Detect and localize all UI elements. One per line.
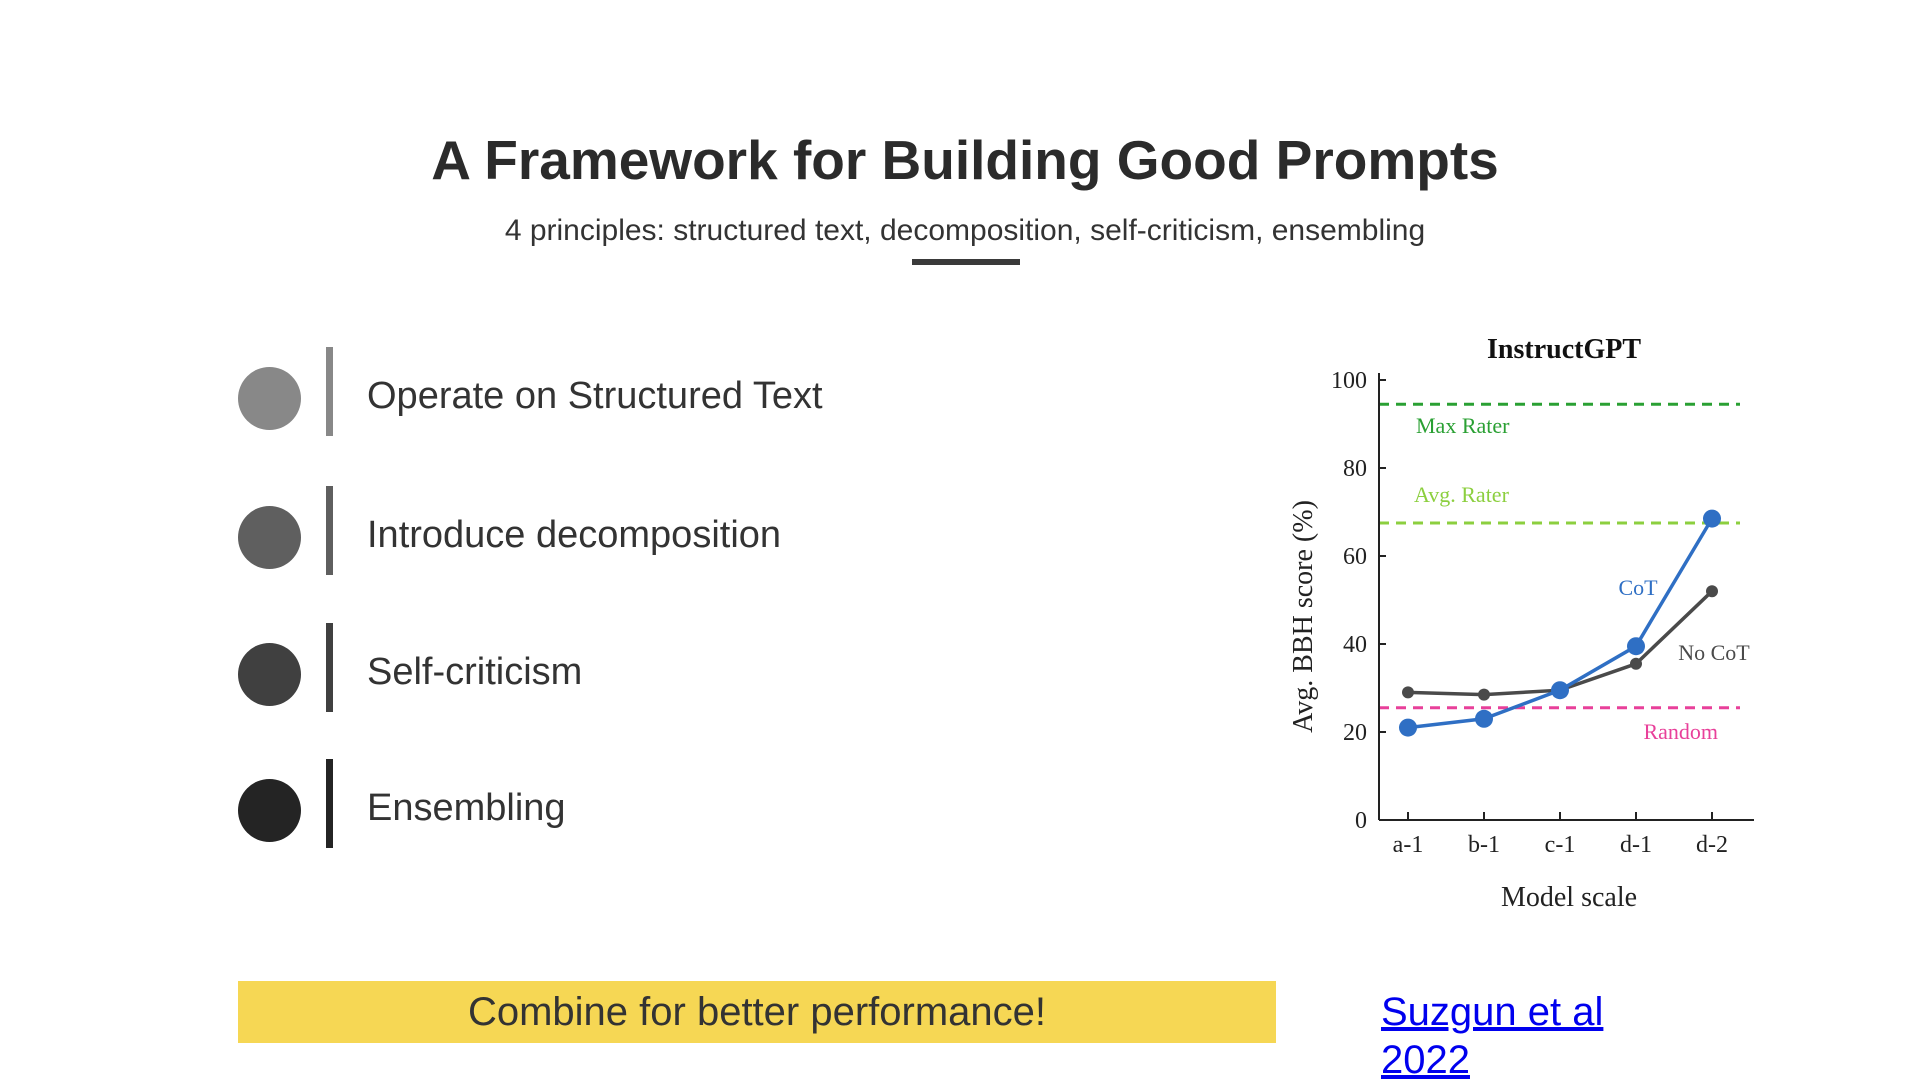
x-tick-label: a-1 xyxy=(1393,832,1424,858)
reference-line-label: Max Rater xyxy=(1416,413,1510,438)
bbh-line-chart: InstructGPT Max Rater Avg. Rater Random 0 20 4… xyxy=(1288,334,1754,913)
y-axis-label: Avg. BBH score (%) xyxy=(1288,500,1319,733)
y-tick-label: 80 xyxy=(1343,456,1367,482)
y-tick-label: 0 xyxy=(1355,808,1367,834)
y-tick-label: 40 xyxy=(1343,632,1367,658)
x-tick-label: b-1 xyxy=(1468,832,1500,858)
callout-text: Combine for better performance! xyxy=(467,990,1047,1034)
principle-item: Operate on Structured Text xyxy=(238,347,998,437)
principle-label: Operate on Structured Text xyxy=(367,375,823,417)
principle-dot-icon xyxy=(238,506,301,569)
data-point xyxy=(1402,686,1414,699)
callout-banner: Combine for better performance! xyxy=(238,981,1276,1043)
data-point xyxy=(1475,709,1493,728)
series-label: No CoT xyxy=(1678,640,1750,665)
slide-subtitle: 4 principles: structured text, decomposi… xyxy=(504,214,1426,247)
data-point xyxy=(1703,509,1721,528)
data-point xyxy=(1399,718,1417,737)
y-tick-label: 100 xyxy=(1331,368,1367,394)
chart-title: InstructGPT xyxy=(1487,334,1641,365)
data-point xyxy=(1627,637,1645,656)
y-tick-label: 60 xyxy=(1343,544,1367,570)
principle-item: Introduce decomposition xyxy=(238,486,998,576)
principle-dot-icon xyxy=(238,643,301,706)
title-underline xyxy=(912,259,1020,265)
y-tick-label: 20 xyxy=(1343,720,1367,746)
x-tick-label: c-1 xyxy=(1545,832,1576,858)
principle-dot-icon xyxy=(238,367,301,430)
principle-label: Introduce decomposition xyxy=(367,514,782,556)
citation-link[interactable]: Suzgun et al 2022 xyxy=(1381,990,1604,1082)
data-point xyxy=(1630,657,1642,670)
x-axis-label: Model scale xyxy=(1501,882,1637,913)
reference-line-label: Avg. Rater xyxy=(1414,482,1510,507)
principle-dot-icon xyxy=(238,779,301,842)
series-label: CoT xyxy=(1618,575,1658,600)
principle-divider xyxy=(326,347,333,436)
principle-divider xyxy=(326,486,333,575)
data-point xyxy=(1706,585,1718,598)
x-tick-label: d-2 xyxy=(1696,832,1728,858)
data-point xyxy=(1551,681,1569,700)
principle-label: Ensembling xyxy=(367,787,566,829)
principle-divider xyxy=(326,623,333,712)
principle-item: Self-criticism xyxy=(238,623,998,713)
series-line xyxy=(1407,589,1714,697)
principle-label: Self-criticism xyxy=(367,651,583,693)
slide-title: A Framework for Building Good Prompts xyxy=(431,129,1499,191)
x-tick-label: d-1 xyxy=(1620,832,1652,858)
data-point xyxy=(1478,688,1490,701)
principle-item: Ensembling xyxy=(238,759,998,849)
principle-divider xyxy=(326,759,333,848)
reference-line-label: Random xyxy=(1643,719,1718,744)
